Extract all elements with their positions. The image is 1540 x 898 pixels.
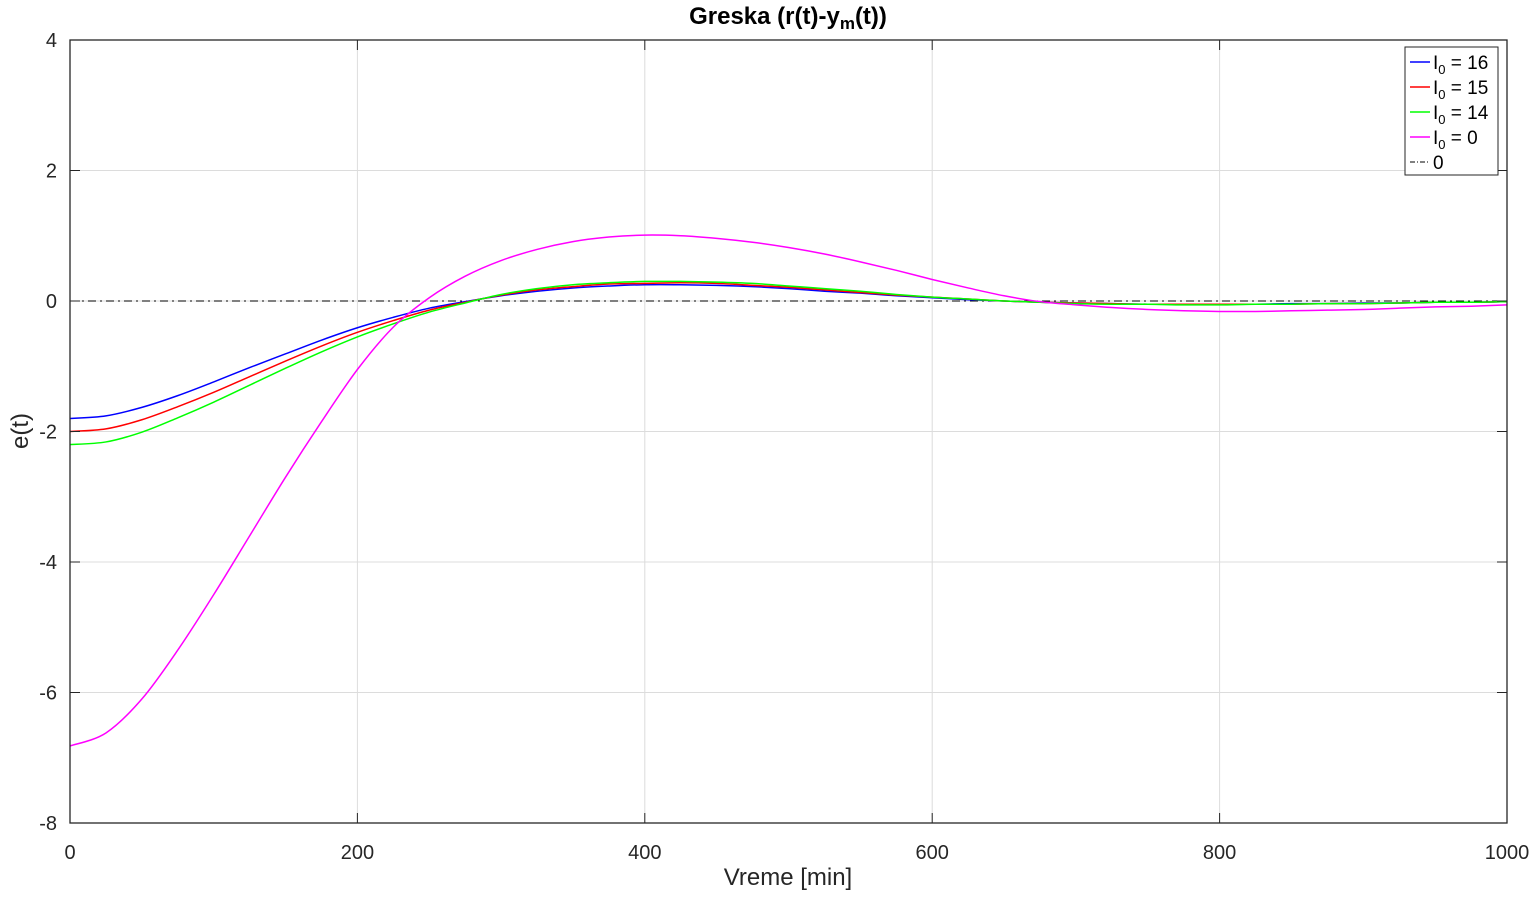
legend-box <box>1404 46 1499 176</box>
y-axis-label: e(t) <box>7 413 34 449</box>
chart-title-subscript: m <box>840 14 855 33</box>
y-tick-label: -4 <box>39 552 57 574</box>
x-tick-label: 0 <box>64 842 75 864</box>
y-tick-label: 2 <box>46 161 57 183</box>
series-line-3 <box>69 234 1508 747</box>
y-tick-label: 4 <box>46 30 57 52</box>
legend-label: I0 = 15 <box>1433 78 1488 102</box>
x-tick-labels: 0 200 400 600 800 1000 <box>64 842 1529 864</box>
legend-label: I0 = 14 <box>1433 103 1489 127</box>
x-tick-label: 200 <box>341 842 374 864</box>
y-tick-label: -6 <box>39 683 57 705</box>
legend-label: I0 = 0 <box>1433 128 1478 152</box>
x-tick-label: 600 <box>916 842 949 864</box>
chart-title-suffix: (t)) <box>855 3 887 30</box>
x-tick-label: 400 <box>628 842 661 864</box>
x-axis-label: Vreme [min] <box>724 864 852 891</box>
x-tick-label: 800 <box>1203 842 1236 864</box>
legend-label: 0 <box>1433 153 1444 174</box>
series-line-2 <box>69 280 1508 446</box>
y-tick-labels: -8 -6 -4 -2 0 2 4 <box>39 30 57 835</box>
y-tick-label: 0 <box>46 291 57 313</box>
y-tick-label: -2 <box>39 422 57 444</box>
chart-title-prefix: Greska (r(t)-y <box>689 3 840 30</box>
legend-label: I0 = 16 <box>1433 53 1488 77</box>
series-lines <box>69 234 1508 747</box>
chart-title: Greska (r(t)-ym(t)) <box>689 3 887 33</box>
axis-ticks <box>69 39 1508 824</box>
y-tick-label: -8 <box>39 813 57 835</box>
x-tick-label: 1000 <box>1485 842 1530 864</box>
